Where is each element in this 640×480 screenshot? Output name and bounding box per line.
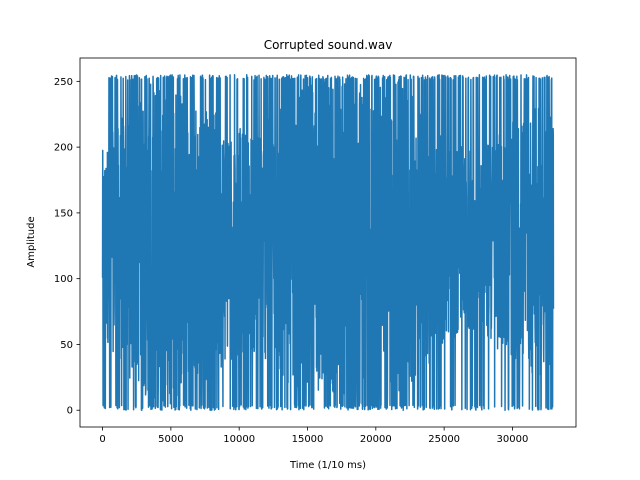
plot-frame [79, 57, 577, 428]
x-tick-label: 30000 [497, 434, 529, 445]
y-tick-label: 250 [54, 77, 73, 88]
x-tick-label: 20000 [360, 434, 392, 445]
x-axis: 0 5000 10000 15000 20000 25000 30000 [99, 427, 528, 445]
x-tick-label: 15000 [292, 434, 324, 445]
y-axis: 0 50 100 150 200 250 [54, 77, 80, 417]
y-axis-label: Amplitude [26, 216, 37, 267]
series-line [101, 74, 555, 411]
x-tick-label: 10000 [223, 434, 255, 445]
x-tick-label: 5000 [158, 434, 183, 445]
y-tick-label: 0 [67, 406, 73, 417]
series-layer [101, 74, 555, 411]
y-tick-label: 150 [54, 208, 73, 219]
x-tick-label: 0 [99, 434, 105, 445]
y-tick-label: 200 [54, 143, 73, 154]
chart-title: Corrupted sound.wav [264, 38, 393, 52]
x-tick-label: 25000 [428, 434, 460, 445]
y-tick-label: 100 [54, 274, 73, 285]
y-tick-label: 50 [60, 340, 73, 351]
x-axis-label: Time (1/10 ms) [289, 460, 366, 471]
